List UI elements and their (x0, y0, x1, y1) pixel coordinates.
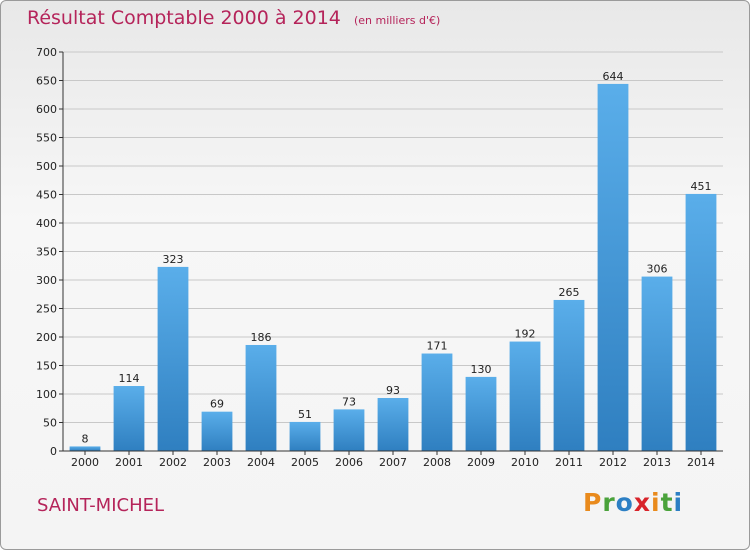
logo-letter: i (673, 488, 684, 517)
logo-letter: x (633, 488, 651, 517)
x-tick-label-2005: 2005 (291, 456, 319, 469)
y-tick-label: 250 (36, 303, 57, 316)
commune-name: SAINT-MICHEL (37, 495, 165, 516)
data-label-2002: 323 (163, 253, 184, 266)
x-tick-label-2007: 2007 (379, 456, 407, 469)
logo-letter: i (651, 488, 661, 517)
x-tick-label-2006: 2006 (335, 456, 363, 469)
y-tick-label: 100 (36, 388, 57, 401)
logo-letter: o (615, 488, 634, 517)
chart-title: Résultat Comptable 2000 à 2014 (27, 7, 341, 29)
data-label-2007: 93 (386, 384, 400, 397)
proxiti-logo: Proxiti (583, 488, 683, 517)
data-label-2013: 306 (647, 263, 668, 276)
bar-2005 (289, 421, 321, 451)
data-label-2004: 186 (251, 331, 272, 344)
bar-2003 (201, 411, 233, 451)
bar-2006 (333, 409, 365, 451)
x-tick-label-2003: 2003 (203, 456, 231, 469)
y-tick-label: 200 (36, 331, 57, 344)
bar-2011 (553, 299, 585, 451)
data-label-2011: 265 (559, 286, 580, 299)
x-tick-label-2009: 2009 (467, 456, 495, 469)
y-tick-label: 650 (36, 75, 57, 88)
bar-2008 (421, 353, 453, 451)
bar-2002 (157, 266, 189, 451)
y-tick-label: 150 (36, 360, 57, 373)
x-tick-label-2008: 2008 (423, 456, 451, 469)
y-tick-label: 450 (36, 189, 57, 202)
x-tick-label-2002: 2002 (159, 456, 187, 469)
axis-layer (59, 51, 723, 455)
bar-2001 (113, 386, 145, 451)
bar-layer (69, 83, 717, 452)
y-tick-label: 0 (50, 445, 57, 458)
logo-letter: t (660, 488, 674, 517)
data-label-2006: 73 (342, 395, 356, 408)
y-tick-label: 350 (36, 246, 57, 259)
data-label-2003: 69 (210, 398, 224, 411)
data-label-2012: 644 (603, 70, 624, 83)
bar-2012 (597, 83, 629, 452)
x-tick-label-2013: 2013 (643, 456, 671, 469)
x-tick-label-2010: 2010 (511, 456, 539, 469)
chart-subtitle: (en milliers d'€) (353, 14, 441, 27)
data-label-2005: 51 (298, 408, 312, 421)
data-label-2009: 130 (471, 363, 492, 376)
y-tick-label: 700 (36, 46, 57, 59)
label-layer: 0 50 100 150 200 250 300 350 400 450 500 550 600 650 7… (36, 46, 715, 469)
data-label-2014: 451 (691, 180, 712, 193)
bar-2009 (465, 376, 497, 451)
logo-letter: r (602, 488, 616, 517)
data-label-2001: 114 (119, 372, 140, 385)
logo-letter: P (583, 488, 603, 517)
x-tick-label-2012: 2012 (599, 456, 627, 469)
y-tick-label: 600 (36, 103, 57, 116)
bar-2014 (685, 193, 717, 451)
x-tick-label-2011: 2011 (555, 456, 583, 469)
x-tick-label-2000: 2000 (71, 456, 99, 469)
x-tick-label-2014: 2014 (687, 456, 715, 469)
title-row: Résultat Comptable 2000 à 2014 (en milli… (27, 7, 440, 29)
bar-2004 (245, 344, 277, 451)
y-tick-label: 300 (36, 274, 57, 287)
bar-2000 (69, 446, 101, 451)
data-label-2000: 8 (82, 432, 89, 445)
data-label-2010: 192 (515, 328, 536, 341)
x-tick-label-2001: 2001 (115, 456, 143, 469)
bar-2007 (377, 397, 409, 451)
bar-2013 (641, 276, 673, 451)
y-tick-label: 50 (43, 417, 57, 430)
y-tick-label: 500 (36, 160, 57, 173)
data-label-2008: 171 (427, 340, 448, 353)
y-tick-label: 550 (36, 132, 57, 145)
x-tick-label-2004: 2004 (247, 456, 275, 469)
bar-2010 (509, 341, 541, 451)
y-tick-label: 400 (36, 217, 57, 230)
